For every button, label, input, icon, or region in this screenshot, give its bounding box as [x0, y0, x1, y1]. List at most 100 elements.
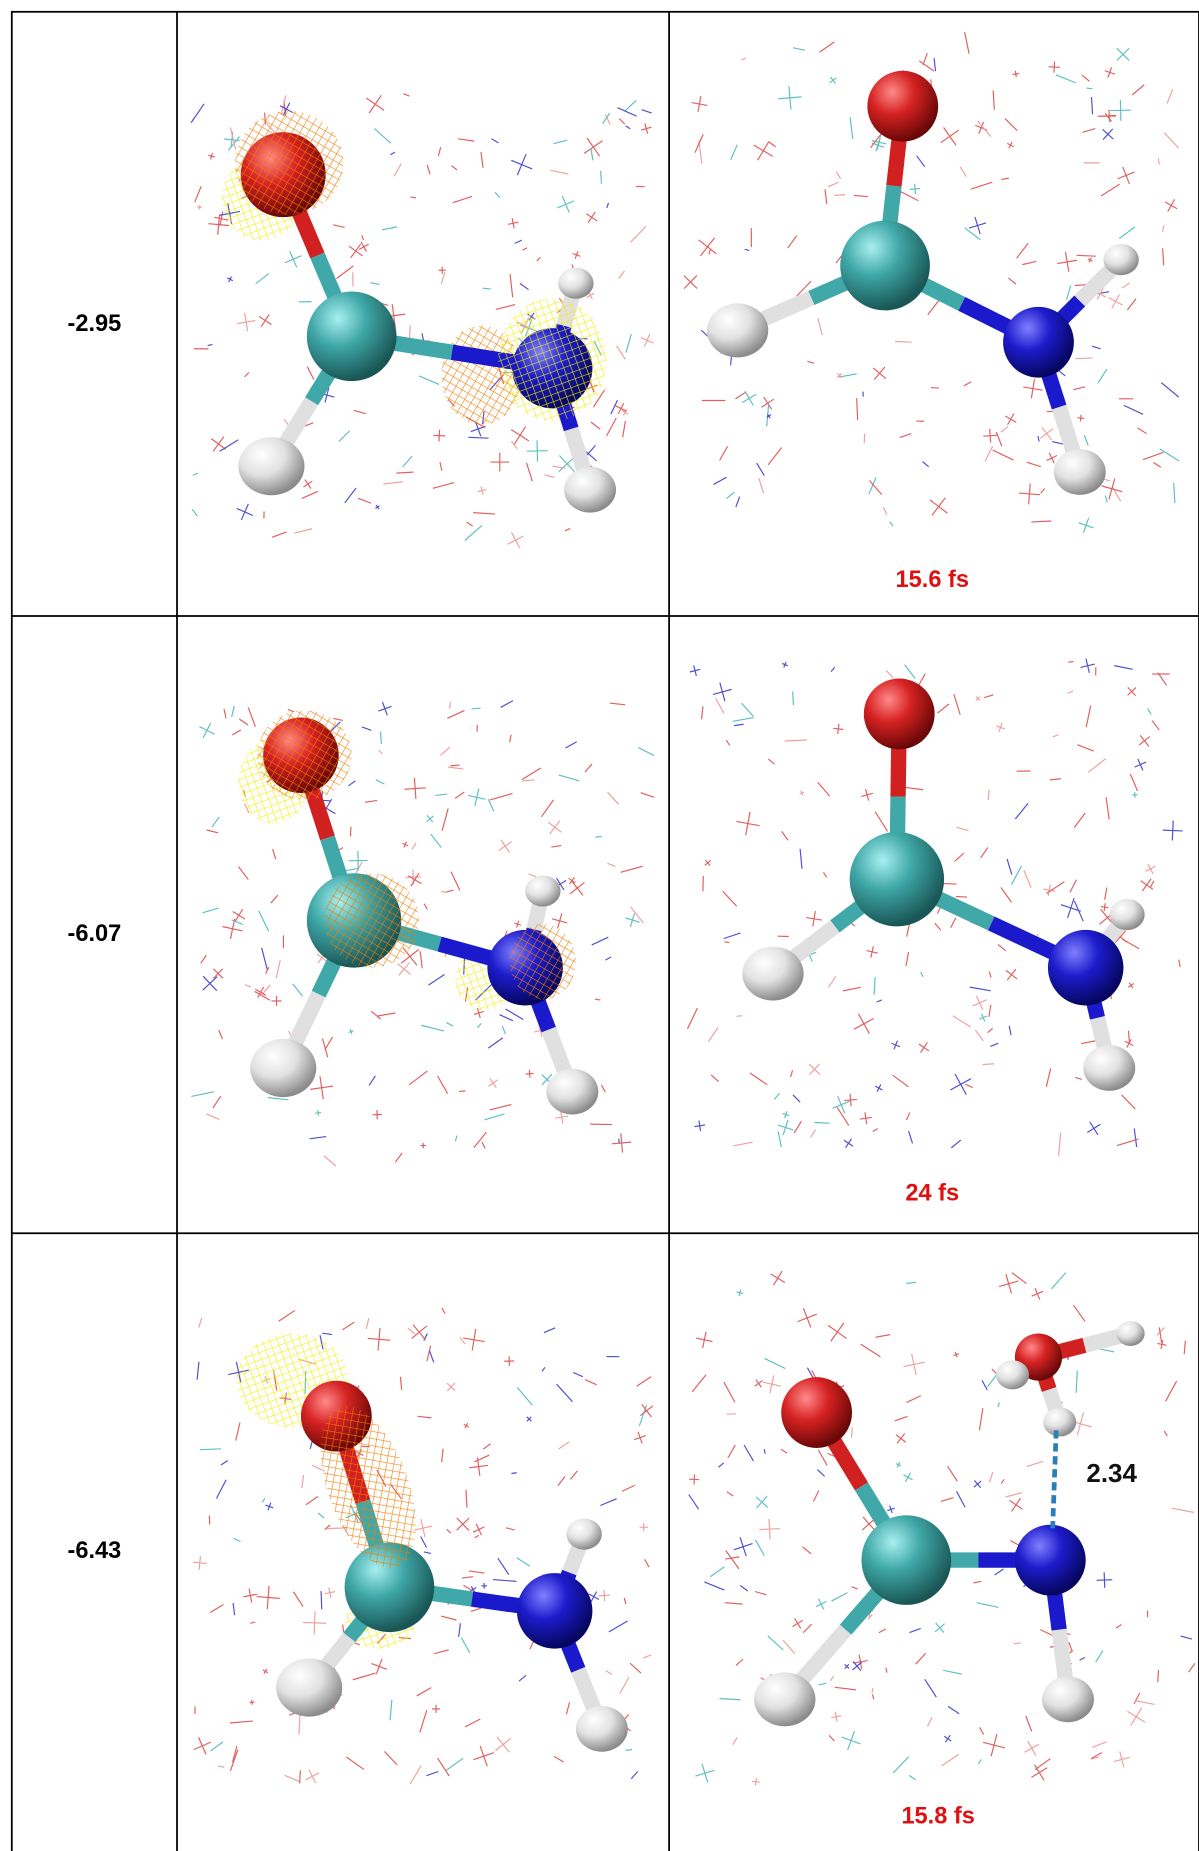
noise — [792, 47, 806, 51]
noise — [691, 101, 708, 106]
atom — [1053, 449, 1106, 495]
noise — [1086, 1123, 1101, 1133]
noise — [871, 140, 887, 145]
noise — [464, 524, 483, 541]
noise — [420, 1519, 426, 1538]
noise — [1011, 1497, 1021, 1512]
noise — [500, 839, 511, 853]
noise — [1081, 74, 1090, 82]
noise — [1147, 708, 1152, 715]
noise — [849, 117, 854, 139]
noise — [217, 1765, 225, 1768]
noise — [441, 1448, 444, 1463]
noise — [994, 1568, 1004, 1576]
noise — [450, 764, 460, 767]
noise — [982, 1063, 995, 1066]
noise — [1124, 1040, 1134, 1047]
noise — [265, 1504, 274, 1509]
noise — [402, 842, 409, 847]
noise — [1142, 451, 1164, 461]
noise — [496, 1736, 510, 1753]
noise — [735, 496, 741, 508]
noise — [509, 734, 512, 743]
noise — [1040, 488, 1046, 494]
noise — [885, 1667, 888, 1673]
noise — [237, 866, 249, 880]
noise — [551, 844, 562, 848]
noise — [232, 1745, 238, 1763]
noise — [759, 1527, 780, 1531]
noise — [477, 1023, 482, 1029]
noise — [409, 1765, 422, 1785]
noise — [832, 1100, 850, 1109]
noise — [1151, 720, 1160, 731]
noise — [715, 697, 725, 714]
noise — [370, 282, 380, 286]
noise — [459, 1090, 466, 1093]
noise — [398, 962, 410, 976]
noise — [367, 1337, 391, 1341]
noise — [605, 1670, 613, 1675]
noise — [470, 1586, 476, 1593]
noise — [1122, 166, 1130, 185]
noise — [251, 1699, 253, 1705]
noise — [701, 1763, 709, 1783]
noise — [1160, 1339, 1164, 1350]
noise — [371, 1663, 388, 1670]
noise — [287, 708, 295, 713]
noise — [733, 1141, 753, 1147]
noise — [817, 781, 831, 797]
noise — [943, 127, 957, 146]
noise — [796, 280, 812, 297]
noise — [584, 763, 593, 773]
noise — [937, 703, 950, 714]
noise — [451, 165, 458, 171]
noise — [1026, 461, 1041, 468]
noise — [1090, 97, 1094, 115]
noise — [258, 910, 270, 932]
noise — [864, 788, 870, 801]
noise — [1104, 495, 1108, 503]
noise — [421, 1024, 445, 1032]
noise — [202, 907, 219, 914]
noise — [572, 1371, 584, 1378]
noise — [352, 1672, 376, 1681]
noise — [1133, 1128, 1138, 1148]
noise — [564, 527, 571, 532]
noise — [550, 169, 569, 175]
noise — [1046, 454, 1058, 462]
orbital — [234, 110, 344, 215]
atom — [863, 678, 935, 750]
noise — [719, 682, 726, 702]
noise — [1157, 158, 1160, 165]
noise — [616, 345, 626, 360]
noise — [518, 1674, 527, 1682]
noise — [301, 490, 319, 499]
noise — [1129, 773, 1139, 792]
noise — [199, 725, 215, 735]
noise — [505, 1008, 524, 1021]
noise — [979, 1727, 985, 1735]
noise — [818, 1682, 827, 1686]
noise — [419, 951, 423, 969]
noise — [1006, 858, 1013, 875]
noise — [1165, 1380, 1178, 1402]
noise — [1049, 778, 1061, 781]
time: 24 fs — [905, 1180, 959, 1206]
noise — [773, 1092, 780, 1100]
noise — [689, 668, 701, 673]
noise — [1005, 1492, 1023, 1498]
noise — [428, 974, 445, 986]
noise — [1014, 802, 1029, 820]
noise — [824, 189, 828, 205]
noise — [708, 249, 711, 255]
noise — [700, 329, 709, 337]
noise — [977, 1759, 982, 1765]
noise — [875, 1334, 891, 1338]
noise — [934, 922, 942, 931]
noise — [437, 1757, 450, 1777]
noise — [696, 1337, 713, 1343]
noise — [1121, 1094, 1136, 1110]
noise — [1166, 89, 1174, 104]
noise — [1095, 1650, 1104, 1663]
